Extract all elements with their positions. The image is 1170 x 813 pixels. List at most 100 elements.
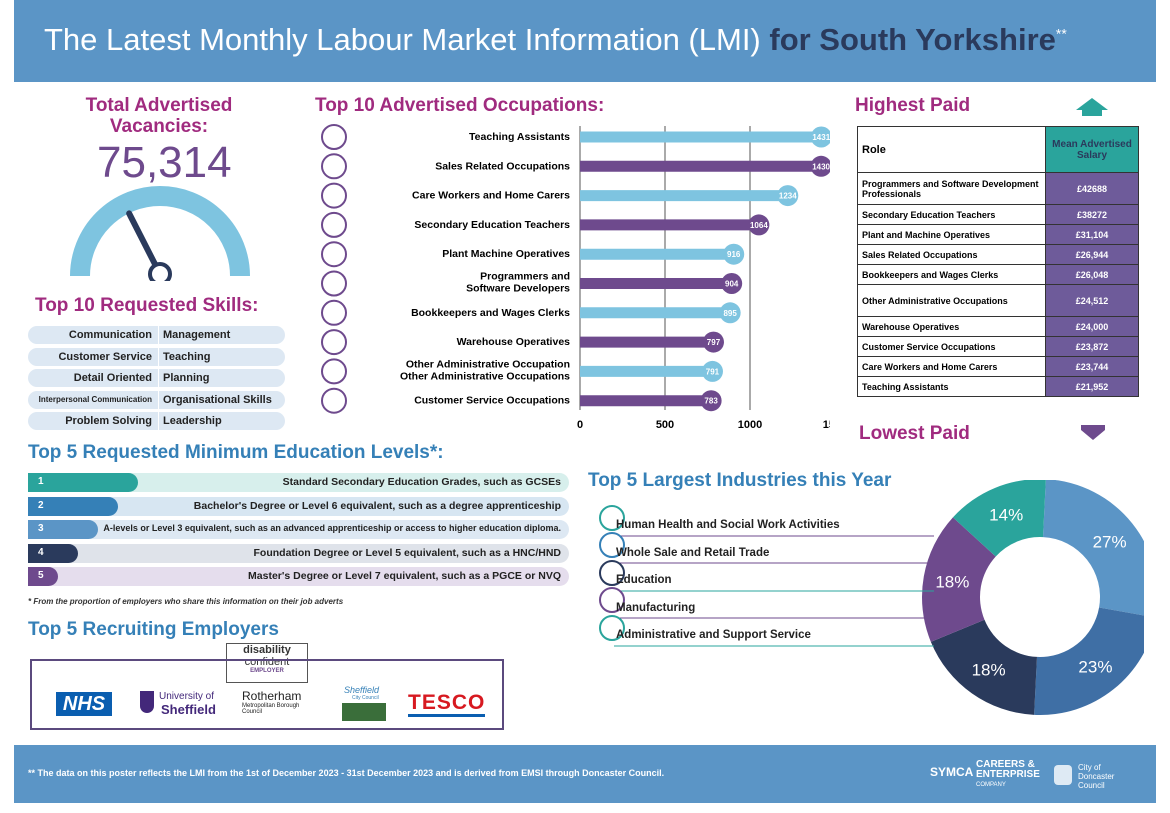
education-row: 3 A-levels or Level 3 equivalent, such as… [28, 520, 569, 539]
bar-end [702, 331, 724, 353]
bar-end [700, 390, 722, 412]
education-bar [28, 567, 58, 586]
skill-item: Leadership [159, 412, 285, 430]
occupation-icon [321, 358, 347, 385]
skill-row: Detail Oriented Planning [28, 369, 298, 387]
salary-table: Role Mean Advertised Salary Programmers a… [857, 126, 1139, 397]
skill-item: Planning [159, 369, 285, 387]
sheffield-crest-icon [342, 703, 386, 721]
occupation-icon [321, 329, 347, 356]
industry-label: Human Health and Social Work Activities [616, 519, 840, 531]
bar-end [777, 185, 799, 207]
data-label: 895 [723, 309, 737, 318]
education-row: 1 Standard Secondary Education Grades, su… [28, 473, 569, 492]
badge-line: EMPLOYER [250, 668, 284, 674]
highest-heading: Highest Paid [855, 95, 971, 116]
occupation-icon [321, 241, 347, 268]
careers-logo-line: CAREERS & [976, 759, 1035, 770]
role-cell: Care Workers and Home Carers [857, 356, 1046, 377]
category-label: Secondary Education Teachers [414, 219, 570, 231]
skill-row: Interpersonal Communication Organisationa… [28, 390, 298, 409]
education-heading: Top 5 Requested Minimum Education Levels… [28, 442, 444, 463]
lowest-heading: Lowest Paid [859, 423, 970, 444]
disability-confident-badge: disability confident EMPLOYER [226, 643, 308, 683]
donut-slice [952, 480, 1046, 557]
bar-end [723, 243, 745, 265]
occupations-heading: Top 10 Advertised Occupations: [315, 95, 605, 116]
salary-cell: £23,744 [1045, 356, 1139, 377]
role-cell: Other Administrative Occupations [857, 284, 1046, 317]
data-label: 797 [707, 338, 721, 347]
occupation-icon [321, 211, 347, 238]
education-row: 5 Master's Degree or Level 7 equivalent, … [28, 567, 569, 586]
education-bar [28, 496, 118, 516]
industry-icon [599, 532, 625, 558]
education-bar [28, 520, 98, 539]
data-label: 904 [725, 280, 739, 289]
gauge [70, 186, 250, 281]
bar-end [810, 155, 830, 177]
skill-item: Teaching [159, 347, 285, 366]
industries-donut: 27% 23% 18% 18% 14% [599, 480, 1144, 715]
category-label: Teaching Assistants [469, 131, 570, 143]
occupation-icon [321, 387, 347, 414]
salary-cell: £21,952 [1045, 376, 1139, 397]
table-row: Sales Related Occupations £26,944 [857, 244, 1139, 265]
footer: ** The data on this poster reflects the … [14, 745, 1156, 803]
slice-label: 18% [935, 572, 969, 591]
title-plain: The Latest Monthly Labour Market Informa… [44, 22, 770, 57]
table-row: Warehouse Operatives £24,000 [857, 316, 1139, 337]
table-row: Other Administrative Occupations £24,512 [857, 284, 1139, 317]
education-label: Foundation Degree or Level 5 equivalent,… [253, 546, 561, 559]
skill-item: Interpersonal Communication [28, 390, 158, 409]
education-label: A-levels or Level 3 equivalent, such as … [103, 523, 561, 533]
role-cell: Warehouse Operatives [857, 316, 1046, 337]
role-cell: Sales Related Occupations [857, 244, 1046, 265]
table-row: Care Workers and Home Carers £23,744 [857, 356, 1139, 377]
bar-end [810, 126, 830, 148]
employers-box: NHS University of Sheffield Rotherham Me… [30, 659, 504, 730]
sheffield-line2: City Council [352, 695, 379, 701]
category-label: Other Administrative Occupations [400, 370, 570, 382]
skill-item: Problem Solving [28, 412, 158, 430]
doncaster-logo-line: Council [1078, 781, 1105, 790]
skill-item: Customer Service [28, 347, 158, 366]
gauge-arc [70, 186, 250, 277]
up-arrow-icon [1076, 98, 1108, 116]
skills-heading: Top 10 Requested Skills: [35, 295, 259, 316]
col-salary: Mean Advertised Salary [1045, 126, 1139, 173]
data-label: 783 [704, 397, 718, 406]
donut-slice [1034, 607, 1144, 715]
skill-item: Detail Oriented [28, 369, 158, 387]
salary-cell: £26,944 [1045, 244, 1139, 265]
data-label: 1431 [812, 133, 830, 142]
category-label: Sales Related Occupations [435, 160, 570, 172]
skills-grid: Communication Management Customer Service… [28, 326, 298, 434]
sheffield-line1: Sheffield [344, 685, 380, 695]
category-label: Other Administrative Occupation [406, 358, 570, 370]
doncaster-logo: City of Doncaster Council [1078, 763, 1114, 790]
industry-icon [599, 615, 625, 641]
education-rank: 5 [38, 570, 44, 581]
occupation-icon [321, 299, 347, 326]
industry-label: Education [616, 574, 672, 586]
salary-cell: £24,000 [1045, 316, 1139, 337]
bar-end [748, 214, 770, 236]
salary-cell: £23,872 [1045, 336, 1139, 357]
slice-label: 18% [972, 661, 1006, 680]
data-label: 1430 [812, 162, 830, 171]
education-rank: 2 [38, 499, 44, 511]
title-bold: for South Yorkshire [769, 22, 1056, 57]
salary-cell: £38272 [1045, 204, 1139, 225]
data-label: 791 [706, 367, 720, 376]
role-cell: Secondary Education Teachers [857, 204, 1046, 225]
careers-logo: CAREERS & ENTERPRISE COMPANY [976, 760, 1040, 790]
category-label: Bookkeepers and Wages Clerks [411, 307, 570, 319]
tesco-logo: TESCO [408, 692, 486, 717]
table-row: Programmers and Software Development Pro… [857, 172, 1139, 205]
donut-slice [1042, 480, 1144, 616]
data-label: 1064 [750, 221, 768, 230]
skill-item: Organisational Skills [159, 390, 285, 409]
occupation-icon [321, 153, 347, 180]
role-cell: Plant and Machine Operatives [857, 224, 1046, 245]
